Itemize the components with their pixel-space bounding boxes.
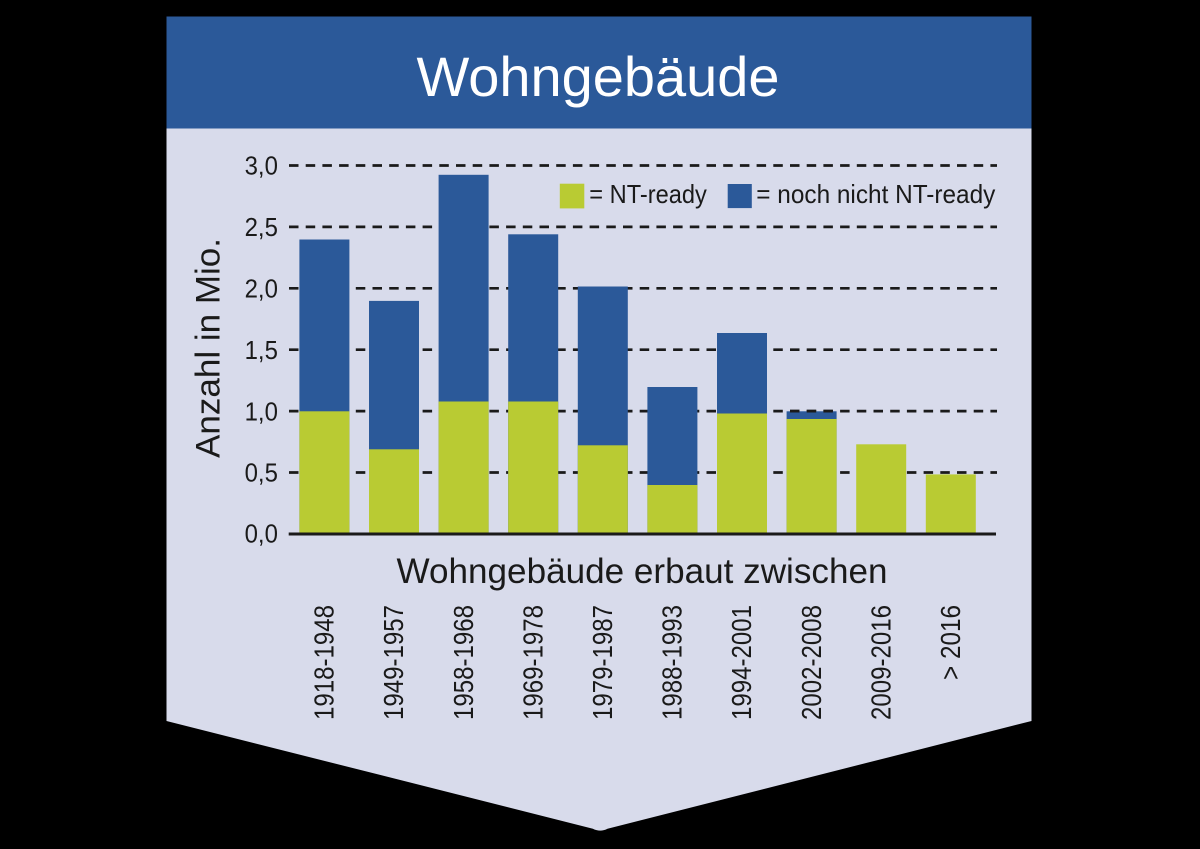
svg-text:1979-1987: 1979-1987	[587, 605, 618, 720]
svg-text:> 2016: > 2016	[935, 605, 966, 680]
svg-text:2002-2008: 2002-2008	[796, 605, 827, 720]
svg-text:2,0: 2,0	[245, 274, 278, 304]
svg-text:1918-1948: 1918-1948	[309, 605, 340, 720]
svg-text:1988-1993: 1988-1993	[657, 605, 688, 720]
svg-text:1958-1968: 1958-1968	[448, 605, 479, 720]
svg-text:3,0: 3,0	[245, 151, 278, 181]
svg-text:1,0: 1,0	[245, 396, 278, 426]
svg-text:1994-2001: 1994-2001	[726, 605, 757, 720]
svg-text:1949-1957: 1949-1957	[378, 605, 409, 720]
svg-text:Anzahl in Mio.: Anzahl in Mio.	[190, 238, 228, 458]
svg-text:= NT-ready: = NT-ready	[589, 179, 707, 209]
svg-text:Wohngebäude: Wohngebäude	[417, 46, 780, 108]
svg-text:1969-1978: 1969-1978	[517, 605, 548, 720]
svg-text:1,5: 1,5	[245, 335, 278, 365]
svg-text:= noch nicht NT-ready: = noch nicht NT-ready	[756, 179, 995, 209]
svg-text:0,0: 0,0	[245, 519, 278, 549]
svg-text:Wohngebäude erbaut zwischen: Wohngebäude erbaut zwischen	[397, 552, 888, 591]
svg-text:2009-2016: 2009-2016	[865, 605, 896, 720]
svg-text:0,5: 0,5	[245, 458, 278, 488]
svg-text:2,5: 2,5	[245, 212, 278, 242]
